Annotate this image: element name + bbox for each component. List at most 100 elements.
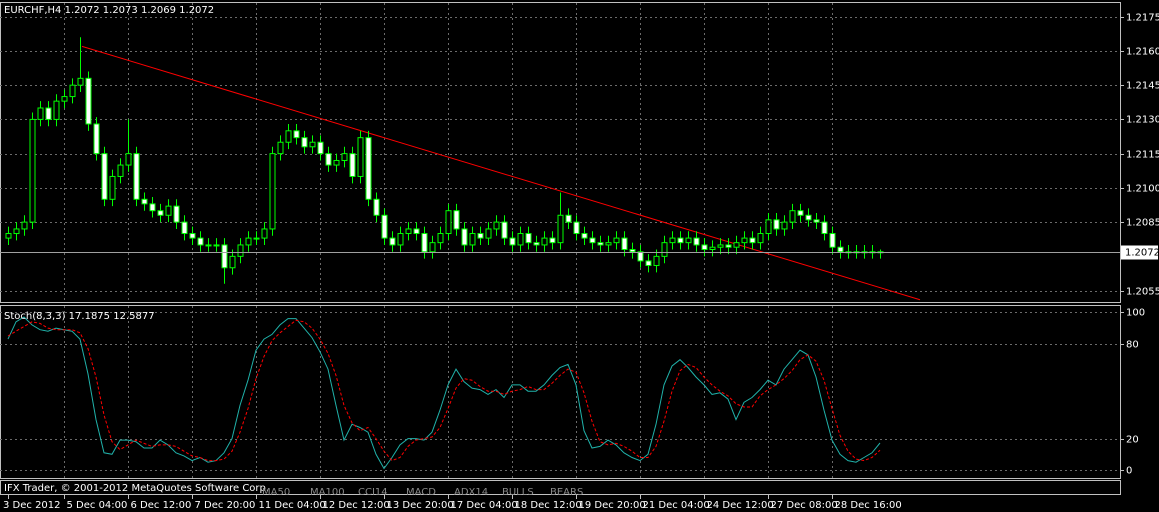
footer-tab[interactable]: BEARS — [550, 487, 583, 498]
candle-body — [485, 228, 492, 239]
last-d: 12.5877 — [113, 311, 154, 322]
candle-body — [821, 221, 828, 235]
candle-body — [77, 77, 84, 86]
symbol: EURCHF,H4 — [4, 5, 61, 16]
candle-body — [749, 237, 756, 244]
x-tick-label: 13 Dec 20:00 — [387, 500, 454, 511]
candle-body — [189, 233, 196, 239]
candle-body — [285, 130, 292, 143]
candle-body — [69, 84, 76, 98]
candle-body — [653, 255, 660, 266]
footer-tab[interactable]: MA100 — [310, 487, 345, 498]
candle-body — [365, 137, 372, 200]
candle-body — [493, 221, 500, 230]
y-tick-label: 1.2145 — [1126, 81, 1159, 92]
candle-body — [213, 244, 220, 247]
candle-body — [269, 153, 276, 230]
indicator-pane-frame — [0, 305, 1121, 479]
candle-body — [333, 159, 340, 166]
candle-body — [341, 153, 348, 161]
footer-tab[interactable]: MACD — [406, 487, 436, 498]
candle-body — [117, 164, 124, 177]
indicator-header: Stoch(8,3,3) 17.1875 12.5877 — [4, 311, 155, 322]
y-tick-label: 0 — [1126, 466, 1132, 477]
candle-body — [781, 221, 788, 230]
x-tick-label: 24 Dec 12:00 — [707, 500, 774, 511]
footer-tab[interactable]: BULLS — [502, 487, 534, 498]
candle-body — [805, 214, 812, 221]
candle-body — [685, 237, 692, 244]
candle-body — [237, 244, 244, 257]
candle-body — [357, 137, 364, 177]
candle-body — [661, 242, 668, 257]
candle-body — [165, 205, 172, 216]
candle-body — [133, 153, 140, 200]
x-tick-label: 18 Dec 12:00 — [515, 500, 582, 511]
x-tick-label: 3 Dec 2012 — [3, 500, 61, 511]
candle-body — [437, 233, 444, 244]
x-tick-label: 27 Dec 08:00 — [771, 500, 838, 511]
candle-body — [725, 244, 732, 248]
candle-body — [573, 221, 580, 235]
candle-body — [445, 210, 452, 235]
candle-body — [797, 210, 804, 216]
candle-body — [525, 233, 532, 244]
candle-body — [693, 237, 700, 246]
x-tick-label: 21 Dec 04:00 — [643, 500, 710, 511]
candle-body — [125, 153, 132, 166]
candle-body — [221, 244, 228, 269]
candle-body — [605, 242, 612, 246]
candle-body — [29, 118, 36, 223]
candle-body — [813, 219, 820, 223]
candle-body — [541, 237, 548, 246]
y-tick-label: 1.2175 — [1126, 13, 1159, 24]
candle-body — [453, 210, 460, 230]
y-tick-label: 1.2100 — [1126, 184, 1159, 195]
trendline — [81, 45, 921, 301]
candle-body — [405, 228, 412, 235]
y-tick-label: 1.2085 — [1126, 218, 1159, 229]
last-low: 1.2069 — [141, 5, 176, 16]
plot-layer: 1.2175 1.2160 1.2145 1.2130 1.2115 1.2100 1.20… — [0, 3, 1159, 511]
y-tick-label: 1.2160 — [1126, 47, 1159, 58]
candle-body — [565, 214, 572, 223]
candle-body — [149, 203, 156, 212]
candle-body — [597, 242, 604, 246]
candle-body — [229, 255, 236, 269]
candle-body — [381, 214, 388, 239]
last-k: 17.1875 — [69, 311, 110, 322]
candle-body — [253, 237, 260, 240]
candle-body — [277, 141, 284, 155]
candle-body — [157, 210, 164, 216]
candle-body — [261, 228, 268, 239]
candle-body — [309, 141, 316, 148]
footer-tab[interactable]: ADX14 — [454, 487, 488, 498]
candle-body — [37, 107, 44, 120]
candle-body — [325, 153, 332, 166]
candle-body — [717, 244, 724, 248]
footer-tab[interactable]: MA50 — [262, 487, 290, 498]
candle-body — [301, 137, 308, 148]
candle-body — [373, 198, 380, 216]
last-close: 1.2072 — [179, 5, 214, 16]
candle-body — [757, 233, 764, 244]
x-tick-label: 17 Dec 04:00 — [451, 500, 518, 511]
candle-body — [637, 251, 644, 262]
candle-body — [837, 246, 844, 253]
footer-tab[interactable]: CCI14 — [358, 487, 388, 498]
footer-frame — [0, 480, 1121, 495]
candle-body — [53, 100, 60, 120]
candle-body — [389, 237, 396, 246]
candle-body — [677, 237, 684, 244]
candle-body — [709, 246, 716, 251]
candle-body — [517, 233, 524, 246]
x-tick-label: 28 Dec 16:00 — [835, 500, 902, 511]
candle-body — [669, 237, 676, 244]
candle-body — [85, 77, 92, 125]
y-tick-label: 100 — [1126, 308, 1145, 319]
candle-body — [701, 244, 708, 251]
candle-body — [45, 107, 52, 120]
